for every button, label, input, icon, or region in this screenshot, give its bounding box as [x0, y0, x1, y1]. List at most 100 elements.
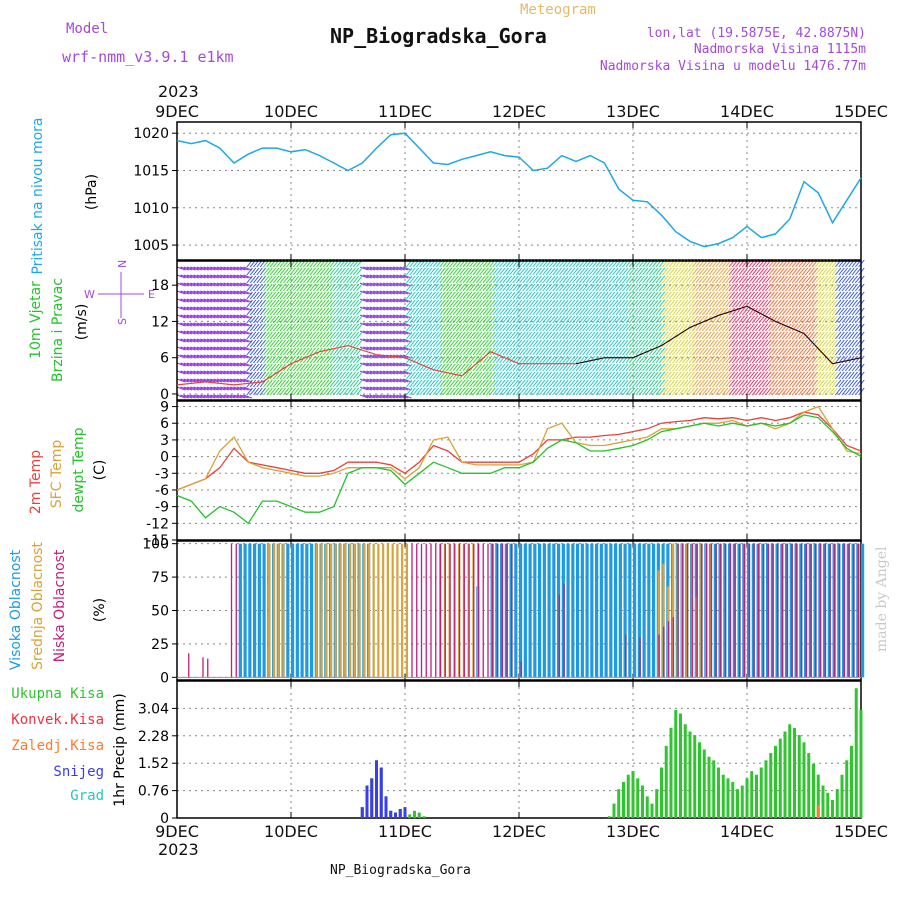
- wind-barb: [555, 283, 563, 292]
- wind-barb: [642, 379, 649, 388]
- wind-barb: [263, 291, 270, 300]
- wind-barb: [785, 355, 792, 364]
- wind-barb: [612, 371, 619, 380]
- wind-barb: [326, 323, 333, 332]
- wind-barb: [748, 347, 755, 356]
- wind-barb: [775, 371, 782, 380]
- wind-barb: [688, 331, 696, 340]
- wind-barb: [828, 371, 835, 380]
- wind-barb: [193, 386, 203, 391]
- cloud-bar: [310, 543, 314, 678]
- wind-barb: [751, 371, 759, 380]
- wind-barb: [828, 355, 835, 364]
- wind-barb: [768, 363, 775, 372]
- wind-barb: [622, 315, 629, 324]
- wind-barb: [306, 275, 313, 284]
- wind-barb: [572, 331, 579, 340]
- wind-barb: [568, 267, 576, 276]
- wind-barb: [748, 339, 755, 348]
- wind-barb: [216, 266, 226, 271]
- wind-barb: [399, 330, 409, 335]
- wind-barb: [469, 371, 476, 380]
- wind-barb: [562, 307, 569, 316]
- wind-barb: [682, 371, 689, 380]
- wind-barb: [462, 283, 469, 292]
- wind-barb: [236, 322, 246, 327]
- wind-barb: [269, 331, 277, 340]
- wind-barb: [220, 266, 229, 271]
- wind-barb: [416, 339, 423, 348]
- wind-barb: [808, 291, 815, 300]
- wind-barb: [240, 386, 249, 391]
- precip-legend-item: Snijeg: [53, 764, 104, 780]
- wind-barb: [568, 323, 576, 332]
- wind-barb: [216, 354, 226, 359]
- wind-barb: [575, 331, 582, 340]
- wind-barb: [688, 323, 696, 332]
- wind-barb: [273, 347, 280, 356]
- cloud-bar: [677, 543, 679, 678]
- wind-barb: [522, 363, 529, 372]
- wind-barb: [751, 299, 759, 308]
- wind-barb: [705, 323, 712, 332]
- wind-barb: [475, 363, 483, 372]
- wind-barb: [678, 339, 686, 348]
- wind-barb: [409, 315, 416, 324]
- precip-bar: [674, 709, 678, 818]
- wind-barb: [515, 307, 523, 316]
- wind-barb: [838, 307, 845, 316]
- wind-barb: [485, 323, 493, 332]
- wind-barb: [465, 371, 473, 380]
- wind-barb: [721, 275, 729, 284]
- wind-barb: [755, 275, 762, 284]
- wind-barb: [741, 323, 749, 332]
- wind-barb: [582, 267, 589, 276]
- wind-barb: [316, 315, 323, 324]
- wind-barb: [435, 363, 443, 372]
- wind-barb: [652, 299, 659, 308]
- wind-barb: [376, 346, 386, 351]
- wind-barb: [841, 379, 848, 388]
- wind-barb: [781, 275, 789, 284]
- wind-barb: [539, 363, 546, 372]
- cloud-bar: [566, 543, 570, 678]
- wind-barb: [821, 363, 829, 372]
- wind-barb: [399, 266, 409, 271]
- wind-barb: [522, 347, 529, 356]
- wind-barb: [725, 307, 732, 316]
- wind-barb: [359, 394, 369, 399]
- wind-barb: [386, 386, 396, 391]
- wind-barb: [292, 299, 300, 308]
- wind-barb: [595, 307, 602, 316]
- wind-barb: [688, 379, 696, 388]
- precip-bar: [645, 796, 649, 818]
- precip-bar: [788, 724, 792, 818]
- wind-barb: [296, 347, 303, 356]
- wind-barb: [539, 315, 546, 324]
- cloud-bar: [538, 543, 542, 678]
- wind-barb: [319, 315, 326, 324]
- wind-barb: [635, 307, 642, 316]
- wind-barb: [595, 283, 602, 292]
- y-tick-label: 0: [160, 387, 169, 403]
- wind-barb: [662, 307, 669, 316]
- wind-barb: [442, 363, 449, 372]
- wind-barb: [695, 379, 702, 388]
- wind-barb: [718, 307, 725, 316]
- wind-barb: [226, 378, 236, 383]
- wind-barb: [369, 290, 379, 295]
- wind-barb: [578, 291, 586, 300]
- wind-barb: [655, 371, 662, 380]
- wind-barb: [200, 314, 209, 319]
- wind-barb: [642, 299, 649, 308]
- cloud-bar: [791, 543, 793, 678]
- wind-barb: [741, 275, 749, 284]
- wind-barb: [499, 315, 506, 324]
- wind-barb: [608, 283, 616, 292]
- wind-barb: [396, 346, 406, 351]
- wind-barb: [612, 339, 619, 348]
- wind-barb: [854, 299, 862, 308]
- wind-barb: [429, 379, 436, 388]
- wind-barb: [349, 387, 356, 396]
- wind-barb: [691, 283, 699, 292]
